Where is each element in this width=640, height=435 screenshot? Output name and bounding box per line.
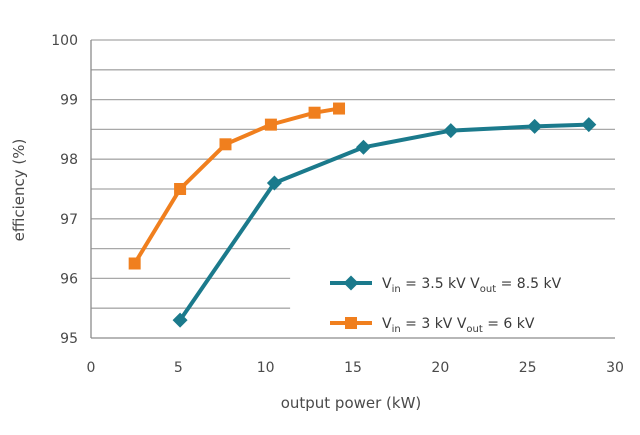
data-point-diamond bbox=[343, 275, 359, 291]
legend-subscript: out bbox=[480, 284, 496, 295]
data-point-diamond bbox=[266, 175, 282, 191]
legend-text-part: V bbox=[382, 316, 392, 332]
legend-subscript: in bbox=[392, 324, 401, 335]
grid-lines bbox=[91, 39, 615, 309]
legend-subscript: out bbox=[466, 324, 482, 335]
data-point-diamond bbox=[355, 139, 371, 155]
data-point-square bbox=[128, 257, 141, 270]
legend-text-part: = 8.5 kV bbox=[496, 276, 561, 292]
legend-entry-2: Vin = 3 kV Vout = 6 kV bbox=[330, 316, 535, 335]
x-tick-label: 0 bbox=[87, 360, 96, 376]
data-point-diamond bbox=[527, 118, 543, 134]
series-line bbox=[178, 122, 589, 322]
x-axis-title: output power (kW) bbox=[281, 394, 422, 412]
y-tick-label: 96 bbox=[60, 271, 78, 287]
series-2 bbox=[128, 102, 346, 270]
series-1 bbox=[172, 117, 597, 328]
legend-label: Vin = 3 kV Vout = 6 kV bbox=[382, 316, 535, 335]
y-tick-label: 99 bbox=[60, 93, 78, 109]
data-point-square bbox=[345, 317, 357, 329]
data-point-diamond bbox=[581, 117, 597, 133]
x-tick-label: 20 bbox=[431, 360, 449, 376]
data-point-square bbox=[264, 118, 277, 131]
y-tick-label: 95 bbox=[60, 331, 78, 347]
y-tick-label: 98 bbox=[60, 152, 78, 168]
x-tick-label: 30 bbox=[606, 360, 624, 376]
x-tick-label: 25 bbox=[519, 360, 537, 376]
x-tick-label: 5 bbox=[174, 360, 183, 376]
x-tick-label: 15 bbox=[344, 360, 362, 376]
legend-label: Vin = 3.5 kV Vout = 8.5 kV bbox=[382, 276, 562, 295]
y-tick-labels: 95 96 97 98 99 100 bbox=[51, 33, 78, 347]
legend-entry-1: Vin = 3.5 kV Vout = 8.5 kV bbox=[330, 275, 562, 295]
y-axis-title: efficiency (%) bbox=[10, 139, 28, 242]
data-point-square bbox=[308, 106, 321, 119]
legend-text-part: V bbox=[382, 276, 392, 292]
axes bbox=[90, 40, 615, 339]
data-point-diamond bbox=[443, 123, 459, 139]
legend-subscript: in bbox=[392, 284, 401, 295]
legend-text-part: = 6 kV bbox=[483, 316, 535, 332]
legend-text-part: = 3.5 kV V bbox=[401, 276, 480, 292]
data-series bbox=[128, 102, 597, 328]
data-point-square bbox=[219, 138, 232, 151]
x-tick-label: 10 bbox=[257, 360, 275, 376]
y-tick-label: 100 bbox=[51, 33, 78, 49]
legend-text-part: = 3 kV V bbox=[401, 316, 467, 332]
x-tick-labels: 0 5 10 15 20 25 30 bbox=[87, 360, 624, 376]
data-point-square bbox=[333, 102, 346, 115]
data-point-diamond bbox=[172, 312, 188, 328]
data-point-square bbox=[174, 183, 187, 195]
y-tick-label: 97 bbox=[60, 212, 78, 228]
